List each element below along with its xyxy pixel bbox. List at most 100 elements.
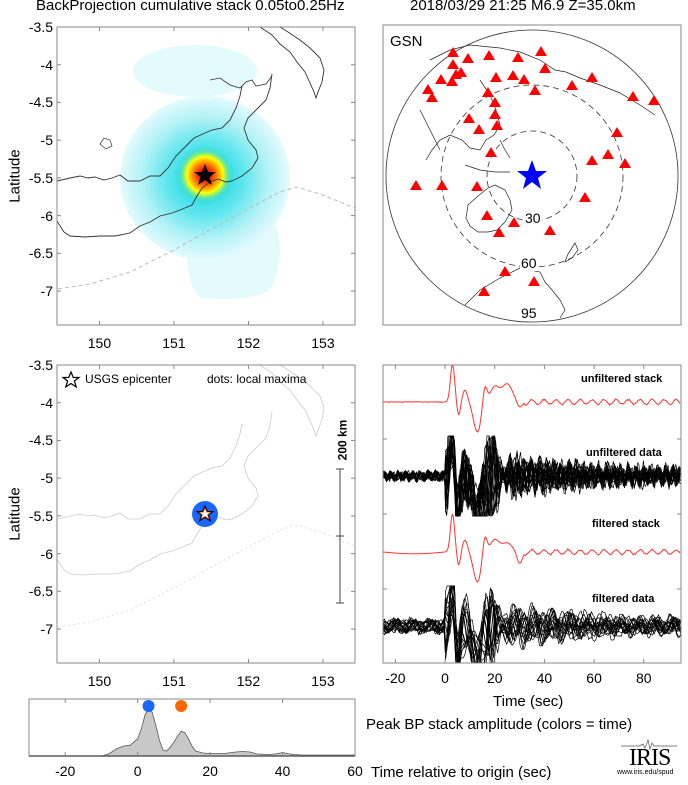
mid-map-ytick-label: -5.5 bbox=[28, 507, 53, 524]
iris-logo: IRIS www.iris.edu/spud bbox=[617, 738, 683, 782]
station-triangle-icon bbox=[508, 217, 520, 227]
station-triangle-icon bbox=[422, 84, 434, 94]
peak-xtick-label: 20 bbox=[202, 763, 218, 779]
station-triangle-icon bbox=[482, 87, 494, 97]
station-triangle-icon bbox=[611, 127, 623, 137]
peak-title: Peak BP stack amplitude (colors = time) bbox=[366, 716, 633, 733]
waveform-xtick-label: 80 bbox=[635, 670, 652, 686]
coastline-faint-1 bbox=[57, 423, 243, 520]
station-triangle-icon bbox=[586, 72, 598, 82]
stack-glow bbox=[120, 96, 290, 260]
station-triangle-icon bbox=[450, 69, 462, 79]
waveform-xtick-label: 0 bbox=[441, 670, 449, 686]
local-maximum-dot bbox=[192, 501, 218, 527]
coast-australia bbox=[465, 184, 513, 233]
station-triangle-icon bbox=[485, 147, 497, 157]
station-triangle-icon bbox=[463, 113, 475, 123]
ring-95 bbox=[385, 29, 679, 323]
station-triangle-icon bbox=[436, 180, 448, 190]
filtered-data-trace bbox=[383, 600, 681, 663]
map-frame-mid bbox=[56, 364, 356, 664]
station-triangle-icon bbox=[518, 74, 530, 84]
epicenter-star-global-icon bbox=[517, 160, 547, 189]
filtered-data-trace bbox=[383, 599, 681, 663]
top-map-xtick-label: 152 bbox=[236, 335, 261, 351]
peak-x-label: Time relative to origin (sec) bbox=[371, 764, 552, 781]
station-triangle-icon bbox=[529, 85, 541, 95]
station-triangle-icon bbox=[490, 72, 502, 82]
map-frame-gsn bbox=[382, 24, 682, 326]
label-unfiltered-data: unfiltered data bbox=[586, 447, 662, 459]
station-triangle-icon bbox=[481, 210, 493, 220]
station-triangle-icon bbox=[566, 80, 578, 90]
coastline-new-britain-south bbox=[57, 73, 273, 238]
station-triangle-icon bbox=[499, 266, 511, 276]
top-map-xtick-label: 150 bbox=[87, 335, 112, 351]
waveform-xtick-label: -20 bbox=[385, 670, 406, 686]
filtered-data-trace bbox=[383, 603, 681, 659]
coastline-north bbox=[209, 75, 273, 89]
station-triangle-icon bbox=[535, 46, 547, 56]
station-triangle-icon bbox=[462, 53, 474, 63]
waveform-xtick-label: 20 bbox=[486, 670, 503, 686]
coast-antarctica bbox=[464, 267, 566, 319]
y-axis-label-mid: Latitude bbox=[6, 487, 24, 541]
top-map-ytick-label: -5 bbox=[40, 132, 53, 149]
waveform-xtick-label: 40 bbox=[536, 670, 553, 686]
station-triangle-icon bbox=[489, 97, 501, 107]
station-triangle-icon bbox=[507, 70, 519, 80]
station-triangle-icon bbox=[471, 181, 483, 191]
legend-usgs-epicenter: USGS epicenter bbox=[85, 372, 172, 386]
ring-60 bbox=[440, 84, 624, 268]
legend-local-maxima: dots: local maxima bbox=[207, 372, 307, 386]
map-title: BackProjection cumulative stack 0.05to0.… bbox=[36, 0, 345, 14]
peak-amplitude-area bbox=[29, 707, 356, 757]
mid-map-ytick-label: -7 bbox=[40, 621, 53, 638]
y-axis-label-top-latitude: Latitude bbox=[6, 149, 24, 203]
mid-map-ytick-label: -4 bbox=[40, 394, 53, 411]
iris-url: www.iris.edu/spud bbox=[617, 769, 674, 776]
station-triangle-icon bbox=[627, 91, 639, 101]
station-triangle-icon bbox=[493, 227, 505, 237]
station-triangle-icon bbox=[648, 95, 660, 105]
station-triangle-icon bbox=[579, 192, 591, 202]
maximum-star-outline-icon bbox=[195, 504, 215, 523]
coastline-new-ireland bbox=[259, 27, 325, 100]
peak-xtick-label: -20 bbox=[55, 763, 76, 779]
station-triangle-icon bbox=[426, 92, 438, 102]
waveform-xtick-label: 60 bbox=[586, 670, 602, 686]
trench-line bbox=[57, 186, 355, 290]
mid-map-ytick-label: -6.5 bbox=[28, 583, 53, 600]
seismogram-icon bbox=[621, 738, 677, 750]
local-maximum-time-dot bbox=[142, 700, 155, 712]
station-triangle-icon bbox=[447, 47, 459, 57]
mid-map-ytick-label: -5 bbox=[40, 470, 53, 487]
filtered-data-trace bbox=[383, 599, 681, 657]
coast-asia bbox=[425, 44, 656, 173]
ring-label-95: 95 bbox=[520, 305, 538, 321]
local-maximum-time-dot bbox=[175, 700, 188, 712]
stack-hotspot bbox=[175, 145, 235, 205]
map-frame-top bbox=[56, 26, 356, 326]
island-small bbox=[99, 137, 113, 150]
station-triangle-icon bbox=[586, 155, 598, 165]
coast-india bbox=[419, 109, 441, 151]
station-triangle-icon bbox=[435, 74, 447, 84]
mid-map-xtick-label: 153 bbox=[311, 673, 335, 689]
station-triangle-icon bbox=[489, 109, 501, 119]
top-map-ytick-label: -3.5 bbox=[28, 19, 53, 35]
mid-map-ytick-label: -3.5 bbox=[28, 357, 53, 373]
waveform-x-label: Time (sec) bbox=[493, 693, 564, 710]
top-map-ytick-label: -6 bbox=[40, 207, 53, 224]
station-triangle-icon bbox=[512, 52, 524, 62]
station-triangle-icon bbox=[528, 276, 540, 286]
event-title: 2018/03/29 21:25 M6.9 Z=35.0km bbox=[410, 0, 636, 14]
mid-map-xtick-label: 150 bbox=[87, 673, 112, 689]
filtered-data-trace bbox=[383, 604, 681, 663]
station-triangle-icon bbox=[455, 67, 467, 77]
